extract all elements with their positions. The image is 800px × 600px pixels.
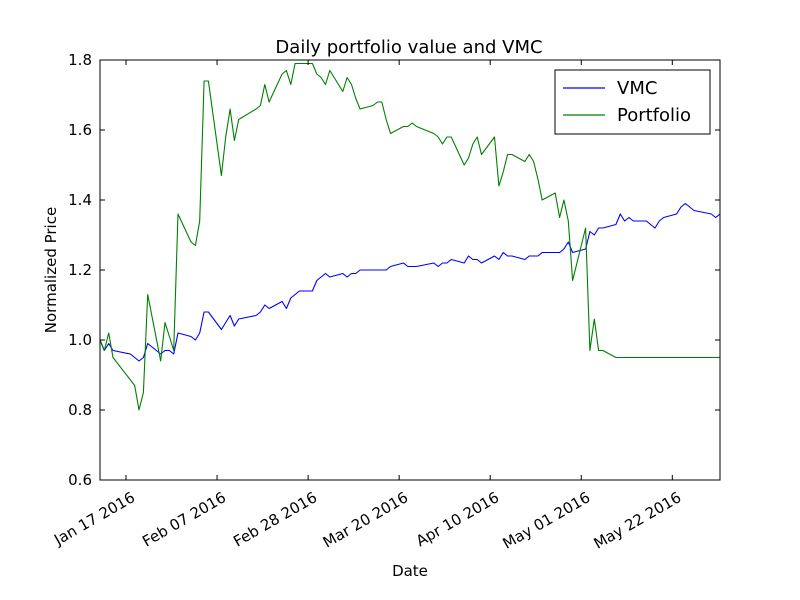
y-axis-label: Normalized Price <box>42 207 60 333</box>
x-tick-label: Apr 10 2016 <box>413 488 502 550</box>
y-tick-label: 0.6 <box>68 471 92 489</box>
y-tick-label: 1.2 <box>68 261 92 279</box>
x-axis-label: Date <box>392 562 428 580</box>
x-tick-label: May 22 2016 <box>591 488 685 552</box>
legend-label-portfolio: Portfolio <box>617 105 691 126</box>
y-tick-label: 1.0 <box>68 331 92 349</box>
y-tick-label: 1.6 <box>68 121 92 139</box>
legend-box <box>554 69 711 135</box>
x-tick-label: Jan 17 2016 <box>50 488 138 549</box>
y-tick-label: 1.4 <box>68 191 92 209</box>
chart-title: Daily portfolio value and VMC <box>275 37 542 58</box>
x-tick-label: May 01 2016 <box>500 488 594 552</box>
series-line-vmc <box>99 202 721 362</box>
legend-label-vmc: VMC <box>617 78 657 99</box>
x-tick-label: Mar 20 2016 <box>320 488 411 551</box>
x-tick-label: Feb 28 2016 <box>230 488 320 550</box>
y-tick-label: 1.8 <box>68 51 92 69</box>
series-line-portfolio <box>99 62 720 411</box>
x-tick-label: Feb 07 2016 <box>139 488 229 550</box>
plot-area: 0.6 0.8 1.0 1.2 1.4 1.6 1.8 Jan 17 2016 Feb 07 2… <box>50 51 721 553</box>
y-tick-label: 0.8 <box>68 401 92 419</box>
